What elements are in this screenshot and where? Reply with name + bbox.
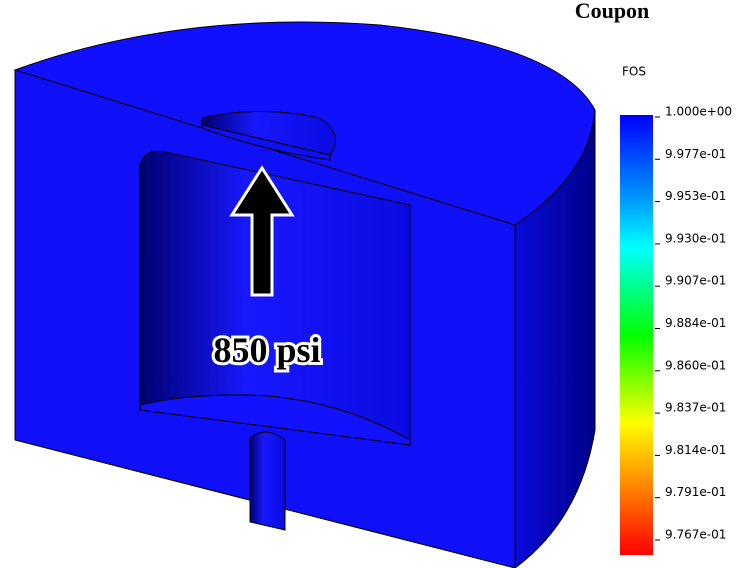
- legend-tick-label: 9.930e-01: [665, 231, 726, 245]
- legend-tick-label: 9.860e-01: [665, 358, 726, 372]
- legend-tick-label: 1.000e+00: [665, 105, 732, 119]
- scene: 850 psi Coupon FOS 1.000e+00 9.977e-01 9.9…: [0, 0, 741, 568]
- legend-tick-label: 9.791e-01: [665, 485, 726, 499]
- legend-tick-label: 9.837e-01: [665, 401, 726, 415]
- pressure-label: 850 psi: [213, 330, 320, 370]
- title: Coupon: [575, 0, 650, 23]
- legend-tick-label: 9.953e-01: [665, 189, 726, 203]
- legend-tick-label: 9.767e-01: [665, 528, 726, 542]
- legend-tick-label: 9.884e-01: [665, 316, 726, 330]
- bottom-hole: [250, 432, 285, 530]
- legend-tick-label: 9.977e-01: [665, 147, 726, 161]
- legend-ticks: 1.000e+00 9.977e-01 9.953e-01 9.930e-01 9.90…: [655, 105, 732, 542]
- legend-tick-label: 9.907e-01: [665, 274, 726, 288]
- page: 850 psi Coupon FOS 1.000e+00 9.977e-01 9.9…: [0, 0, 741, 568]
- color-bar: [620, 115, 653, 555]
- legend-title: FOS: [622, 65, 646, 79]
- legend-tick-label: 9.814e-01: [665, 443, 726, 457]
